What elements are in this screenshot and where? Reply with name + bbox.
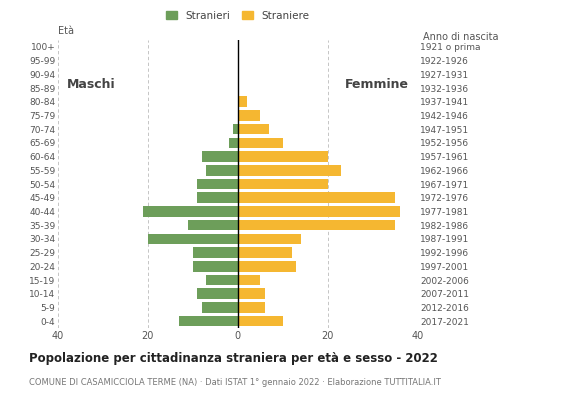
Text: Popolazione per cittadinanza straniera per età e sesso - 2022: Popolazione per cittadinanza straniera p… — [29, 352, 438, 365]
Bar — [233, 124, 238, 134]
Bar — [238, 302, 264, 313]
Bar — [238, 124, 269, 134]
Bar — [148, 234, 238, 244]
Bar — [238, 316, 282, 326]
Bar — [238, 234, 300, 244]
Text: Maschi: Maschi — [67, 78, 115, 92]
Bar — [193, 247, 238, 258]
Bar — [238, 261, 296, 272]
Bar — [238, 220, 395, 230]
Bar — [238, 110, 260, 121]
Text: COMUNE DI CASAMICCIOLA TERME (NA) · Dati ISTAT 1° gennaio 2022 · Elaborazione TU: COMUNE DI CASAMICCIOLA TERME (NA) · Dati… — [29, 378, 441, 387]
Bar — [197, 288, 238, 299]
Bar — [143, 206, 238, 217]
Bar — [197, 179, 238, 189]
Bar — [238, 288, 264, 299]
Bar — [193, 261, 238, 272]
Text: Femmine: Femmine — [345, 78, 408, 92]
Bar — [229, 138, 238, 148]
Legend: Stranieri, Straniere: Stranieri, Straniere — [166, 11, 309, 21]
Bar — [238, 165, 341, 176]
Bar — [202, 302, 238, 313]
Bar — [238, 179, 328, 189]
Bar — [206, 165, 238, 176]
Bar — [238, 151, 328, 162]
Bar — [206, 275, 238, 285]
Bar — [238, 138, 282, 148]
Bar — [238, 247, 292, 258]
Text: Età: Età — [58, 26, 74, 36]
Bar — [238, 206, 400, 217]
Bar — [188, 220, 238, 230]
Bar — [179, 316, 238, 326]
Text: Anno di nascita: Anno di nascita — [423, 32, 499, 42]
Bar — [238, 275, 260, 285]
Bar — [202, 151, 238, 162]
Bar — [197, 192, 238, 203]
Bar — [238, 192, 395, 203]
Bar — [238, 96, 246, 107]
